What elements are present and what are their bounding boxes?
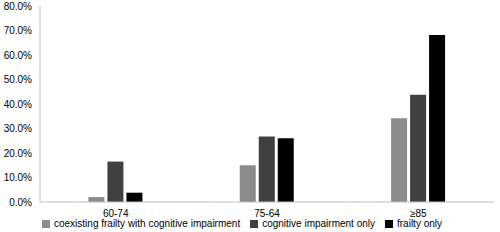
svg-text:80.0%: 80.0% [8,1,32,12]
svg-text:0.0%: 0.0% [9,197,32,208]
html-text:coexisting frailty with cognit: coexisting frailty with cognitive impair… [54,218,241,229]
svg-text:10.0%: 10.0% [8,172,32,183]
svg-text:40.0%: 40.0% [8,99,32,110]
svg-text:30.0%: 30.0% [8,123,32,134]
svg-text:20.0%: 20.0% [8,148,32,159]
svg-text:≥85: ≥85 [410,208,427,219]
svg-text:60-74: 60-74 [103,208,129,219]
svg-text:60.0%: 60.0% [8,50,32,61]
html-text:cognitive impairment only: cognitive impairment only [262,218,375,229]
html-text:frailty only: frailty only [397,218,442,229]
svg-text:50.0%: 50.0% [8,74,32,85]
svg-text:75-64: 75-64 [254,208,280,219]
svg-text:70.0%: 70.0% [8,25,32,36]
